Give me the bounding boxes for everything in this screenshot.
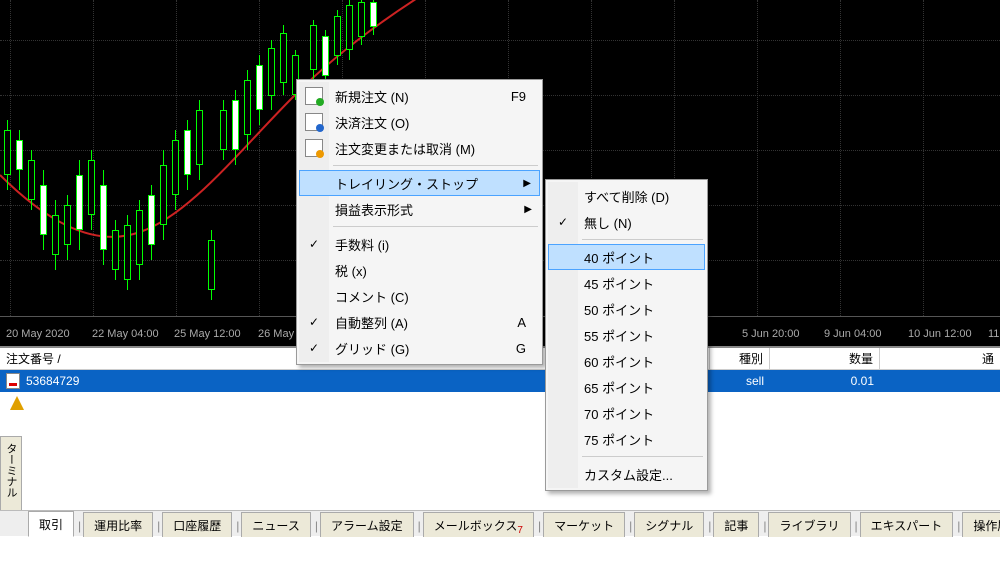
order-type: sell — [710, 370, 770, 392]
tab-history[interactable]: 口座履歴 — [162, 512, 232, 537]
col-type[interactable]: 種別 — [710, 348, 770, 369]
submenu-75pt[interactable]: 75 ポイント — [548, 426, 705, 452]
xaxis-label: 11 — [988, 328, 999, 340]
xaxis-label: 5 Jun 20:00 — [742, 328, 800, 340]
submenu-70pt[interactable]: 70 ポイント — [548, 400, 705, 426]
menu-fee[interactable]: ✓ 手数料 (i) — [299, 231, 540, 257]
tab-signals[interactable]: シグナル — [634, 512, 704, 537]
check-icon: ✓ — [309, 315, 319, 329]
submenu-60pt[interactable]: 60 ポイント — [548, 348, 705, 374]
chart-context-menu: 新規注文 (N) F9 決済注文 (O) 注文変更または取消 (M) トレイリン… — [296, 79, 543, 365]
doc-new-icon — [305, 87, 323, 105]
menu-trailing-stop[interactable]: トレイリング・ストップ ▶ — [299, 170, 540, 196]
submenu-custom[interactable]: カスタム設定... — [548, 461, 705, 487]
submenu-arrow-icon: ▶ — [523, 178, 531, 189]
submenu-65pt[interactable]: 65 ポイント — [548, 374, 705, 400]
menu-close-order[interactable]: 決済注文 (O) — [299, 109, 540, 135]
col-extra[interactable]: 通 — [880, 348, 1000, 369]
tab-articles[interactable]: 記事 — [713, 512, 759, 537]
submenu-arrow-icon: ▶ — [524, 204, 532, 215]
menu-grid[interactable]: ✓ グリッド (G) G — [299, 335, 540, 361]
tab-trade[interactable]: 取引 — [28, 511, 74, 537]
submenu-55pt[interactable]: 55 ポイント — [548, 322, 705, 348]
submenu-50pt[interactable]: 50 ポイント — [548, 296, 705, 322]
submenu-none[interactable]: ✓ 無し (N) — [548, 209, 705, 235]
submenu-45pt[interactable]: 45 ポイント — [548, 270, 705, 296]
col-qty[interactable]: 数量 — [770, 348, 880, 369]
submenu-delete-all[interactable]: すべて削除 (D) — [548, 183, 705, 209]
warning-icon — [10, 396, 24, 410]
tab-mailbox[interactable]: メールボックス7 — [423, 512, 534, 537]
tab-exposure[interactable]: 運用比率 — [83, 512, 153, 537]
xaxis-label: 25 May 12:00 — [174, 328, 241, 340]
tab-alerts[interactable]: アラーム設定 — [320, 512, 414, 537]
menu-modify-order[interactable]: 注文変更または取消 (M) — [299, 135, 540, 161]
menu-new-order[interactable]: 新規注文 (N) F9 — [299, 83, 540, 109]
xaxis-label: 10 Jun 12:00 — [908, 328, 972, 340]
xaxis-label: 20 May 2020 — [6, 328, 70, 340]
trailing-stop-submenu: すべて削除 (D) ✓ 無し (N) 40 ポイント 45 ポイント 50 ポイ… — [545, 179, 708, 491]
menu-profit-display[interactable]: 損益表示形式 ▶ — [299, 196, 540, 222]
xaxis-label: 22 May 04:00 — [92, 328, 159, 340]
order-doc-icon — [6, 373, 20, 389]
xaxis-label: 26 May — [258, 328, 294, 340]
terminal-panel: 注文番号 / 種別 数量 通 53684729 sell 0.01 ターミナル … — [0, 346, 1000, 536]
xaxis-label: 9 Jun 04:00 — [824, 328, 882, 340]
menu-tax[interactable]: 税 (x) — [299, 257, 540, 283]
order-row-selected[interactable]: 53684729 sell 0.01 — [0, 370, 1000, 392]
doc-close-icon — [305, 113, 323, 131]
tab-news[interactable]: ニュース — [241, 512, 310, 537]
order-id: 53684729 — [26, 374, 79, 388]
order-qty: 0.01 — [770, 370, 880, 392]
menu-comment[interactable]: コメント (C) — [299, 283, 540, 309]
check-icon: ✓ — [558, 215, 568, 229]
terminal-vertical-label[interactable]: ターミナル — [0, 436, 22, 516]
doc-edit-icon — [305, 139, 323, 157]
tab-library[interactable]: ライブラリ — [768, 512, 850, 537]
tab-experts[interactable]: エキスパート — [860, 512, 954, 537]
check-icon: ✓ — [309, 237, 319, 251]
submenu-40pt[interactable]: 40 ポイント — [548, 244, 705, 270]
tab-market[interactable]: マーケット — [543, 512, 625, 537]
terminal-tabs: 取引| 運用比率| 口座履歴| ニュース| アラーム設定| メールボックス7| … — [0, 510, 1000, 536]
menu-autoarrange[interactable]: ✓ 自動整列 (A) A — [299, 309, 540, 335]
check-icon: ✓ — [309, 341, 319, 355]
tab-journal[interactable]: 操作履歴 — [962, 512, 1000, 537]
